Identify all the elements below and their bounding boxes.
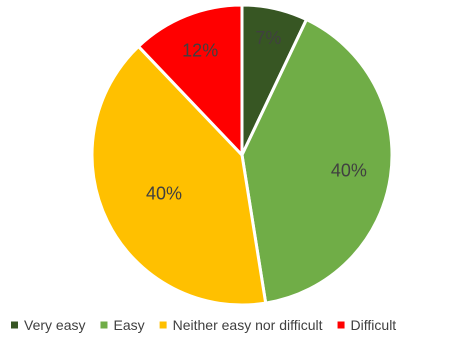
pie-slice-easy	[240, 18, 394, 305]
data-label-very-easy: 7%	[255, 28, 281, 48]
legend-item-easy: Easy	[100, 317, 145, 333]
legend-swatch	[337, 321, 345, 329]
legend-swatch	[159, 321, 167, 329]
legend-item-difficult: Difficult	[337, 317, 397, 333]
pie-slice-difficult	[136, 3, 244, 157]
legend-item-neither-easy-nor-difficult: Neither easy nor difficult	[159, 317, 323, 333]
pie-slices	[90, 3, 394, 307]
legend-swatch	[100, 321, 108, 329]
data-label-difficult: 12%	[182, 41, 218, 61]
legend-label: Very easy	[24, 317, 85, 333]
data-label-easy: 40%	[331, 160, 367, 180]
pie-slice-neither-easy-nor-difficult	[90, 44, 268, 307]
legend: Very easy Easy Neither easy nor difficult D…	[11, 317, 396, 333]
legend-swatch	[11, 321, 18, 329]
legend-label: Easy	[113, 317, 144, 333]
legend-label: Neither easy nor difficult	[173, 317, 323, 333]
legend-item-very-easy: Very easy	[11, 317, 85, 333]
data-labels: 7% 40% 40% 12%	[146, 28, 367, 204]
data-label-neither-easy-nor-difficult: 40%	[146, 184, 182, 204]
legend-label: Difficult	[351, 317, 397, 333]
